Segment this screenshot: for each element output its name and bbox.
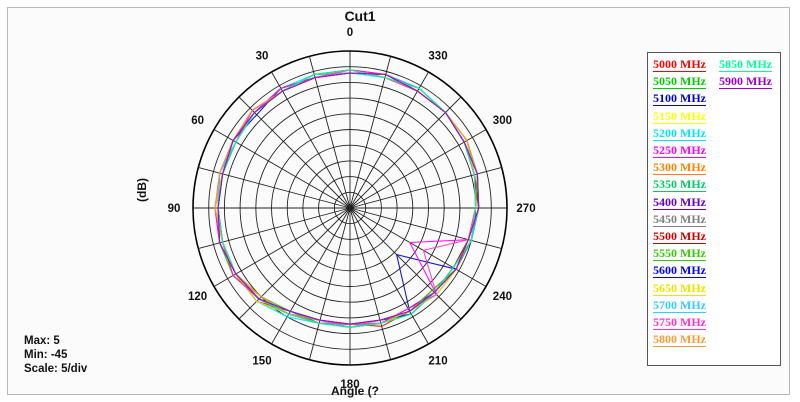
stat-min: Min: -45 bbox=[24, 349, 68, 361]
series-line bbox=[217, 72, 480, 325]
grid-spoke bbox=[238, 207, 351, 320]
grid-spoke bbox=[213, 207, 351, 287]
grid-spoke bbox=[349, 207, 487, 287]
legend-item: 5200 MHz bbox=[653, 125, 706, 141]
legend-item: 5400 MHz bbox=[653, 194, 706, 210]
legend-item: 5800 MHz bbox=[653, 332, 706, 348]
y-axis-label: (dB) bbox=[135, 178, 149, 202]
angle-label: 150 bbox=[252, 355, 271, 367]
legend-item: 5300 MHz bbox=[653, 160, 706, 176]
angle-label: 180 bbox=[340, 379, 359, 391]
grid-spoke bbox=[213, 129, 351, 209]
chart-title: Cut1 bbox=[344, 8, 376, 24]
stat-max: Max: 5 bbox=[24, 335, 60, 347]
grid-spoke bbox=[349, 71, 429, 209]
grid-spoke bbox=[349, 207, 429, 345]
grid-spoke bbox=[349, 129, 487, 209]
x-axis-label: Angle (? bbox=[331, 384, 379, 398]
stat-scale: Scale: 5/div bbox=[24, 363, 88, 375]
legend-item: 5100 MHz bbox=[653, 91, 706, 107]
angle-label: 60 bbox=[191, 115, 204, 127]
grid-spoke bbox=[349, 96, 462, 209]
grid-spoke bbox=[198, 207, 351, 250]
angle-label: 0 bbox=[347, 27, 353, 39]
grid-spoke bbox=[308, 56, 351, 209]
legend-item: 5150 MHz bbox=[653, 108, 706, 124]
angle-label: 90 bbox=[168, 203, 181, 215]
angle-label: 300 bbox=[493, 115, 512, 127]
grid-spoke bbox=[271, 71, 351, 209]
legend: 5000 MHz 5050 MHz 5100 MHz 5150 MHz 5200 MHz… bbox=[647, 52, 781, 366]
series-line bbox=[217, 72, 480, 328]
grid-spoke bbox=[349, 207, 392, 360]
grid-spoke bbox=[349, 166, 502, 209]
angle-label: 240 bbox=[493, 291, 512, 303]
grid-spoke bbox=[198, 166, 351, 209]
angle-label: 30 bbox=[256, 51, 269, 63]
legend-item: 5050 MHz bbox=[653, 74, 706, 90]
legend-item: 5450 MHz bbox=[653, 211, 706, 227]
grid-spoke bbox=[349, 207, 502, 250]
grid-spoke bbox=[271, 207, 351, 345]
legend-item: 5700 MHz bbox=[653, 297, 706, 313]
angle-label: 210 bbox=[428, 355, 447, 367]
legend-item: 5600 MHz bbox=[653, 263, 706, 279]
series-line bbox=[217, 72, 480, 328]
angle-label: 120 bbox=[188, 291, 207, 303]
legend-item: 5500 MHz bbox=[653, 229, 706, 244]
legend-item: 5000 MHz bbox=[653, 57, 706, 72]
angle-label: 330 bbox=[428, 51, 447, 63]
legend-item: 5650 MHz bbox=[653, 280, 706, 296]
grid-spoke bbox=[238, 96, 351, 209]
stats-panel: Max: 5 Min: -45 Scale: 5/div bbox=[24, 334, 87, 376]
grid-spoke bbox=[349, 207, 462, 320]
legend-item: 5350 MHz bbox=[653, 177, 706, 193]
grid-spoke bbox=[308, 207, 351, 360]
angle-label: 270 bbox=[516, 203, 535, 215]
legend-item: 5850 MHz bbox=[719, 57, 772, 72]
legend-item: 5900 MHz bbox=[719, 74, 772, 90]
legend-item: 5750 MHz bbox=[653, 315, 706, 330]
legend-item: 5550 MHz bbox=[653, 246, 706, 262]
grid-spoke bbox=[349, 56, 392, 209]
legend-item: 5250 MHz bbox=[653, 143, 706, 158]
